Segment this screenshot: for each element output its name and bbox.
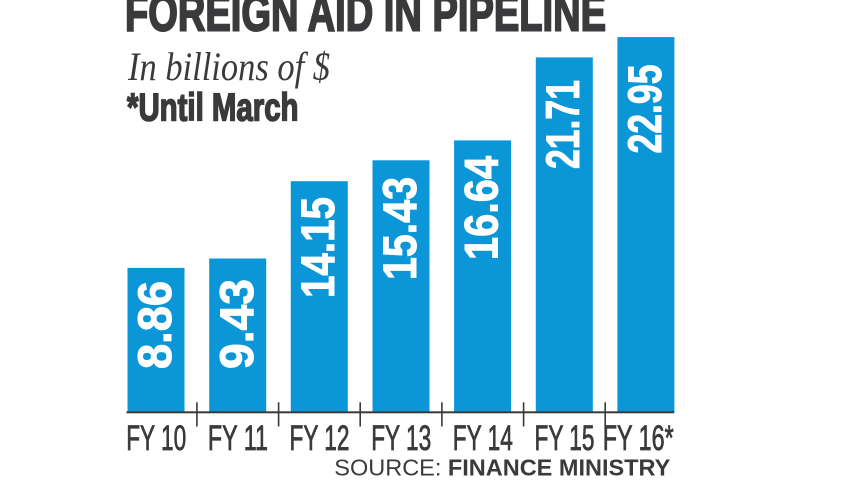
svg-text:FY 13: FY 13	[371, 418, 431, 458]
svg-text:15.43: 15.43	[373, 177, 426, 280]
svg-text:FY 10: FY 10	[126, 418, 186, 458]
svg-text:FOREIGN AID IN PIPELINE: FOREIGN AID IN PIPELINE	[125, 0, 606, 43]
svg-text:FY 16*: FY 16*	[603, 418, 674, 458]
svg-text:21.71: 21.71	[536, 80, 589, 169]
svg-text:*Until March: *Until March	[127, 87, 299, 130]
svg-text:FY 14: FY 14	[453, 418, 513, 458]
svg-text:In billions of $: In billions of $	[127, 44, 330, 89]
svg-text:14.15: 14.15	[291, 197, 344, 298]
svg-text:SOURCE: FINANCE MINISTRY: SOURCE: FINANCE MINISTRY	[334, 455, 670, 481]
svg-text:16.64: 16.64	[455, 156, 508, 260]
svg-text:22.95: 22.95	[618, 65, 671, 154]
svg-text:FY 15: FY 15	[535, 418, 595, 458]
svg-text:9.43: 9.43	[210, 279, 263, 369]
svg-text:8.86: 8.86	[128, 281, 181, 369]
svg-text:FY 12: FY 12	[290, 418, 350, 458]
svg-text:FY 11: FY 11	[208, 418, 268, 458]
